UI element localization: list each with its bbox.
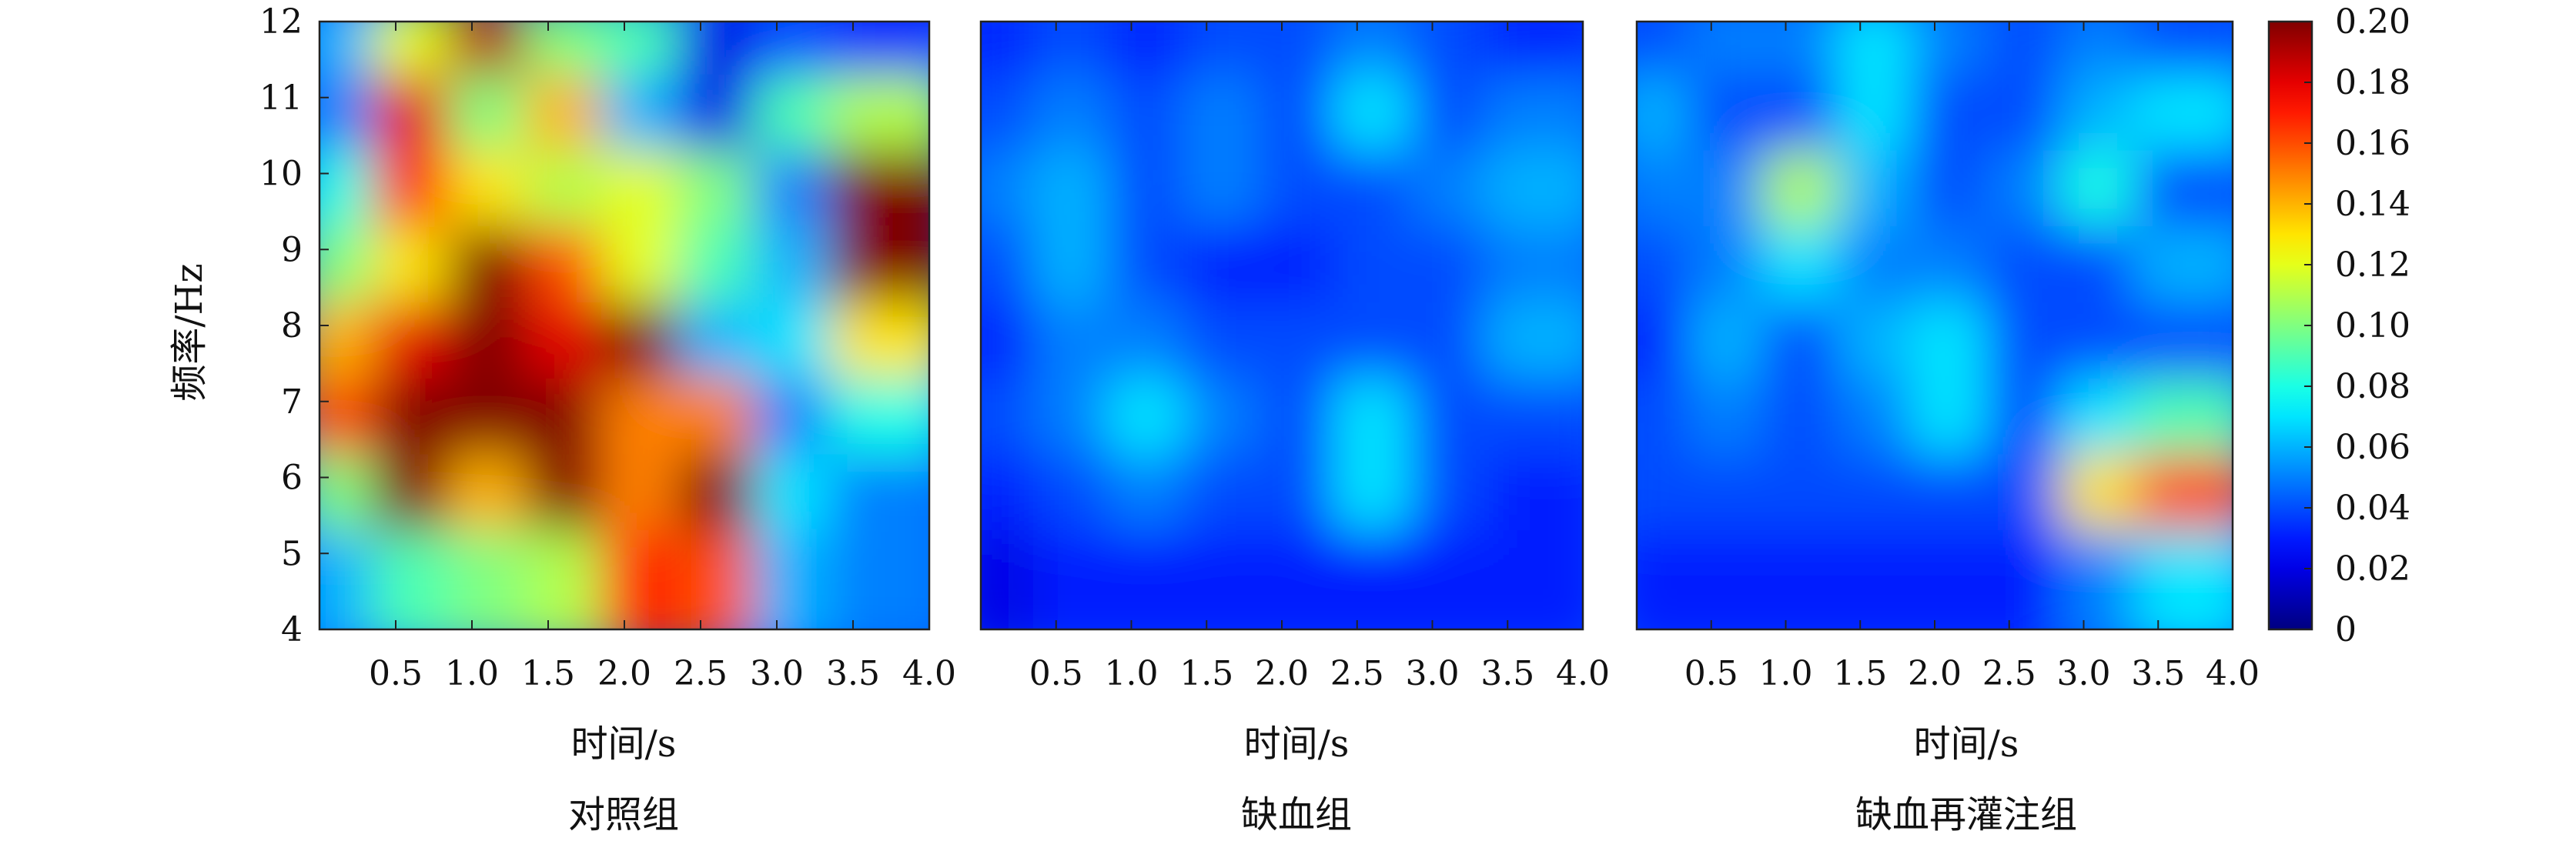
x-tick-label: 1.5: [1179, 654, 1233, 693]
colorbar-tick-label: 0.20: [2335, 2, 2410, 42]
panel-title-control: 对照组: [568, 793, 679, 836]
colorbar-tick-label: 0.16: [2335, 124, 2410, 163]
colorbar-tick-label: 0.12: [2335, 245, 2410, 285]
colorbar-tick-label: 0.18: [2335, 63, 2410, 102]
y-tick-label: 9: [281, 230, 303, 269]
x-tick-label: 2.0: [1255, 654, 1309, 693]
x-axis-label-control: 时间/s: [571, 723, 677, 766]
x-tick-label: 3.5: [826, 654, 880, 693]
x-tick-label: 2.5: [1982, 654, 2036, 693]
x-tick-label: 2.5: [1330, 654, 1384, 693]
x-tick-label: 2.0: [597, 654, 651, 693]
x-tick-label: 1.0: [1759, 654, 1813, 693]
heatmap-panel-reperfusion: 0.5 1.0 1.5 2.0 2.5 3.0 3.5 4.0: [1635, 20, 2260, 693]
x-tick-label: 2.0: [1908, 654, 1962, 693]
x-tick-label: 1.5: [521, 654, 575, 693]
y-tick-label: 6: [281, 459, 303, 498]
x-tick-label: 3.5: [1480, 654, 1534, 693]
heatmap-cell: [2135, 530, 2233, 629]
x-tick-label: 0.5: [1029, 654, 1083, 693]
x-tick-label: 4.0: [902, 654, 956, 693]
colorbar-tick-label: 0.08: [2335, 367, 2410, 406]
x-tick-label: 3.0: [750, 654, 804, 693]
y-tick-label: 7: [281, 382, 303, 422]
x-tick-label: 3.0: [2057, 654, 2111, 693]
x-axis-label-reperfusion: 时间/s: [1914, 723, 2019, 766]
y-tick-label: 10: [259, 155, 303, 194]
heatmap-panel-ischemia: 0.5 1.0 1.5 2.0 2.5 3.0 3.5 4.0: [979, 20, 1610, 693]
colorbar: 0 0.02 0.04 0.06 0.08 0.10 0.12 0.14 0.16 0.18 0.2…: [2267, 2, 2410, 649]
x-tick-label: 3.0: [1406, 654, 1460, 693]
heatmap-cell: [830, 530, 929, 629]
colorbar-tick-label: 0.06: [2335, 428, 2410, 467]
panel-title-ischemia: 缺血组: [1241, 793, 1352, 836]
x-axis-label-ischemia: 时间/s: [1244, 723, 1350, 766]
y-tick-label: 8: [281, 306, 303, 345]
colorbar-tick-label: 0: [2335, 610, 2357, 649]
x-tick-label: 4.0: [1556, 654, 1610, 693]
x-tick-label: 0.5: [369, 654, 423, 693]
y-tick-label: 4: [281, 610, 303, 649]
y-tick-label: 5: [281, 534, 303, 573]
y-axis-label: 频率/Hz: [168, 263, 211, 401]
x-tick-label: 0.5: [1684, 654, 1738, 693]
y-tick-label: 12: [259, 2, 303, 42]
x-tick-label: 2.5: [674, 654, 728, 693]
x-tick-label: 1.0: [1105, 654, 1159, 693]
colorbar-tick-label: 0.04: [2335, 489, 2410, 528]
x-tick-label: 1.0: [445, 654, 499, 693]
colorbar-tick-label: 0.14: [2335, 185, 2410, 224]
x-tick-label: 4.0: [2206, 654, 2260, 693]
heatmap-panel-control: 0.5 1.0 1.5 2.0 2.5 3.0 3.5 4.0 4 5 6 7 8 9 10 11 12: [259, 2, 956, 693]
y-tick-label: 11: [259, 78, 303, 118]
colorbar-tick-label: 0.10: [2335, 306, 2410, 345]
colorbar-tick-label: 0.02: [2335, 549, 2410, 589]
x-tick-label: 1.5: [1833, 654, 1887, 693]
panel-title-reperfusion: 缺血再灌注组: [1855, 793, 2077, 836]
x-tick-label: 3.5: [2131, 654, 2185, 693]
heatmap-cell: [1484, 530, 1583, 629]
